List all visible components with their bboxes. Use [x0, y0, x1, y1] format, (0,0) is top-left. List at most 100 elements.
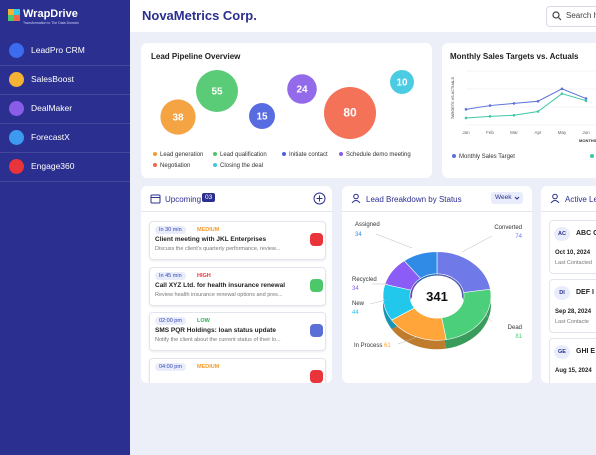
status-value: 34 — [352, 286, 359, 292]
divider — [541, 211, 596, 212]
task-description: Notify the client about the current stat… — [155, 337, 281, 343]
task-priority: HIGH — [197, 272, 211, 279]
task-item: In 45 min HIGH Call XYZ Ltd. for health in… — [149, 266, 326, 306]
legend-label: Schedule demo meeting — [346, 152, 411, 158]
status-value: 44 — [352, 310, 359, 316]
task-title: Client meeting with JKL Enterprises — [155, 236, 267, 243]
period-select[interactable]: Week — [491, 192, 523, 204]
task-priority: MEDIUM — [197, 227, 220, 233]
legend-label: Lead qualification — [220, 152, 267, 158]
task-title: Call XYZ Ltd. for health insurance renew… — [155, 281, 286, 289]
lead-date: Oct 10, 2024 — [555, 250, 591, 256]
series-line — [465, 88, 587, 110]
point — [488, 104, 492, 107]
task-action[interactable] — [310, 278, 323, 292]
task-item: 02:00 pm LOW SMS PQR Holdings: loan status… — [149, 312, 326, 351]
x-tick-label: Apr — [534, 130, 542, 135]
task-priority: LOW — [197, 318, 210, 324]
point — [488, 115, 492, 118]
menu-icon — [9, 130, 24, 145]
users-icon — [550, 193, 560, 204]
search-box[interactable]: Search h — [546, 6, 596, 27]
sales-chart: TARGETS VS ACTUALS Jan Feb Mar Apr May Jun MONT… — [451, 70, 596, 160]
task-description: Discuss the client's quarterly performan… — [155, 246, 281, 252]
task-action[interactable] — [310, 324, 323, 337]
menu-label: LeadPro CRM — [31, 45, 85, 55]
lead-item: AC ABC C Oct 10, 2024 Last Contacted — [549, 220, 596, 274]
menu-item[interactable]: SalesBoost — [0, 65, 130, 95]
upcoming-card: Upcoming 03 In 30 min MEDIUM Client meetin… — [141, 186, 332, 383]
task-action[interactable] — [310, 233, 323, 246]
pipeline-card: Lead Pipeline Overview 38 Lead generation… — [141, 43, 432, 178]
legend-dot — [452, 154, 456, 158]
point — [560, 92, 564, 95]
menu-item[interactable]: Engage360 — [0, 152, 130, 182]
lead-initials: DI — [554, 286, 570, 300]
menu-icon — [9, 159, 24, 174]
y-axis-label: TARGETS VS ACTUALS — [451, 76, 455, 119]
point — [512, 113, 516, 117]
menu-label: DealMaker — [31, 103, 73, 113]
task-title: SMS PQR Holdings: loan status update — [155, 327, 276, 334]
task-priority: MEDIUM — [197, 363, 220, 370]
task-item: In 30 min MEDIUM Client meeting with JKL E… — [149, 221, 326, 260]
point — [584, 99, 588, 102]
menu-icon — [9, 72, 24, 87]
task-description: Review health insurance renewal options … — [155, 291, 283, 298]
lead-name: ABC C — [576, 230, 596, 237]
task-action[interactable] — [310, 369, 323, 383]
series-line — [465, 93, 587, 119]
brand: WrapDrive — [23, 8, 78, 20]
menu-item[interactable]: ForecastX — [0, 123, 130, 153]
bubble — [196, 70, 238, 112]
task-time: 02:00 pm — [155, 317, 186, 325]
tagline: Transformation to The Data Domain — [23, 21, 79, 25]
logo — [8, 9, 20, 21]
status-name: New — [352, 301, 365, 307]
legend-dot — [213, 163, 217, 167]
leader-line — [461, 235, 493, 253]
legend-dot — [339, 152, 343, 156]
status-value: 61 — [384, 343, 391, 349]
task-item: 04:00 pm MEDIUM — [149, 357, 326, 383]
card-title: Monthly Sales Targets vs. Actuals — [450, 52, 579, 61]
lead-note: Last Contacte — [555, 319, 589, 325]
search-placeholder: Search h — [566, 11, 596, 20]
legend-label: Negotiation — [160, 163, 190, 169]
divider — [342, 211, 532, 212]
bubble — [287, 74, 317, 104]
card-title: Lead Breakdown by Status — [366, 195, 462, 204]
add-button[interactable] — [313, 192, 326, 205]
lead-name: DEF I — [576, 289, 594, 296]
lead-date: Aug 15, 2024 — [555, 368, 592, 374]
status-name: Recycled — [352, 277, 377, 283]
point — [464, 116, 468, 120]
legend-label: Closing the deal — [220, 163, 263, 169]
legend-label: Lead generation — [160, 152, 203, 158]
x-tick-label: Mar — [510, 130, 518, 135]
sales-card: Monthly Sales Targets vs. Actuals TARGET… — [442, 43, 596, 178]
status-name: Assigned — [355, 222, 380, 228]
search-icon — [552, 11, 562, 21]
x-axis-label: MONTHS — [579, 138, 596, 143]
bubble — [324, 87, 376, 139]
active-leads-card: Active Le AC ABC C Oct 10, 2024 Last Contac… — [541, 186, 596, 383]
bubble-value: 10 — [396, 78, 408, 89]
menu-item[interactable]: LeadPro CRM — [0, 36, 130, 66]
task-time: In 45 min — [155, 271, 186, 280]
point — [536, 110, 540, 113]
leader-line — [375, 233, 413, 249]
company-title: NovaMetrics Corp. — [142, 8, 257, 23]
legend-label: Initiate contact — [289, 152, 328, 158]
divider — [141, 211, 332, 212]
card-title: Active Le — [565, 195, 596, 204]
menu-item[interactable]: DealMaker — [0, 94, 130, 124]
point — [536, 99, 540, 103]
lead-note: Last Contacted — [555, 260, 592, 266]
legend-dot — [213, 152, 217, 156]
donut-center — [412, 275, 462, 317]
leader-line — [481, 309, 493, 323]
lead-item: GE GHI E Aug 15, 2024 — [549, 338, 596, 383]
donut-segment — [403, 251, 438, 279]
donut-chart: 341 Converted 74 Dead 81 In Process 61 New 44 Rec… — [352, 222, 523, 350]
